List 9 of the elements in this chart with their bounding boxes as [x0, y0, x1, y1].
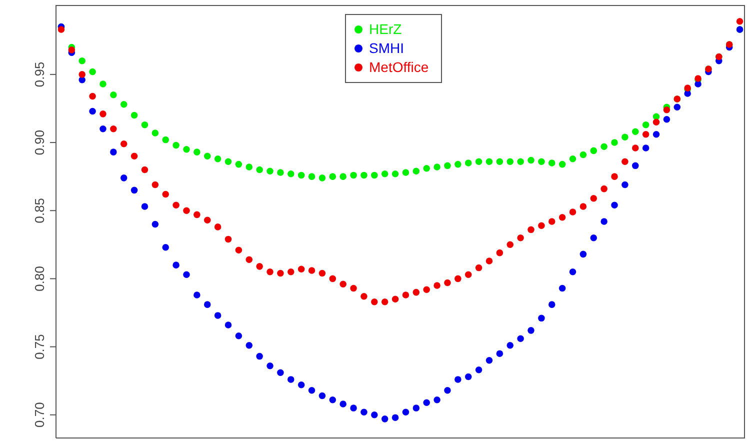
legend-label: MetOffice [369, 58, 429, 77]
y-tick-label: 0.75 [32, 334, 47, 360]
y-tick-label: 0.90 [32, 130, 47, 156]
legend-label: HErZ [369, 20, 402, 39]
y-tick-label: 0.70 [32, 402, 47, 428]
legend-label: SMHI [369, 39, 404, 58]
y-tick-label: 0.85 [32, 198, 47, 224]
y-tick-label: 0.95 [32, 62, 47, 88]
y-tick-label: 0.80 [32, 266, 47, 292]
